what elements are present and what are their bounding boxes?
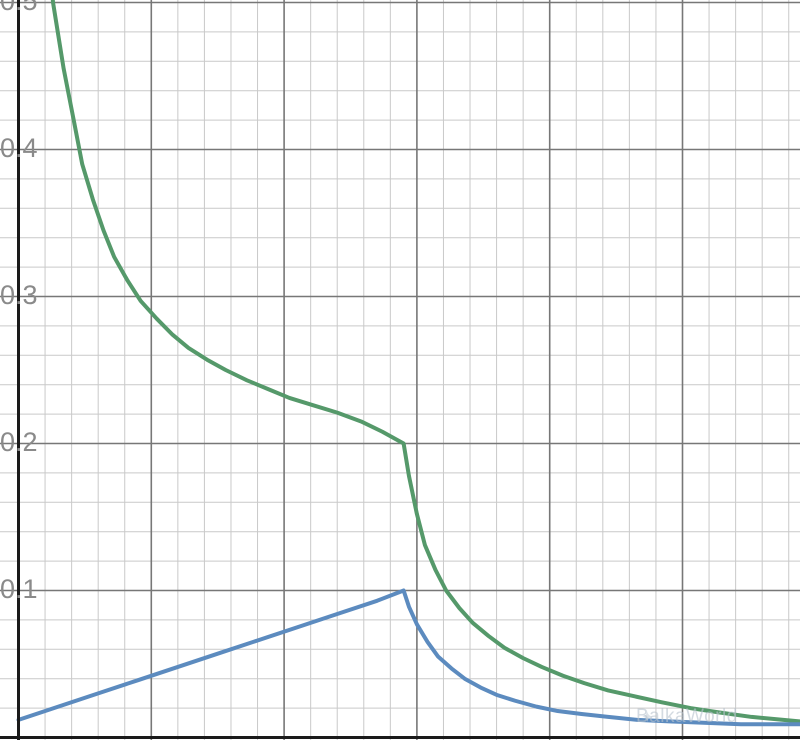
grid-minor-vertical bbox=[18, 0, 790, 740]
y-tick-label-0-4: 0.4 bbox=[0, 132, 38, 163]
y-tick-label-0-3: 0.3 bbox=[0, 279, 38, 310]
y-tick-label-0-5: 0.5 bbox=[0, 0, 38, 16]
y-tick-label-0-1: 0.1 bbox=[0, 573, 38, 604]
grid-major-horizontal bbox=[0, 1, 800, 592]
grid-major-vertical bbox=[17, 0, 684, 740]
series-layer bbox=[16, 0, 800, 727]
star-icon: ✦ bbox=[641, 709, 654, 726]
series-upper-curve bbox=[50, 0, 800, 724]
y-tick-label-0-2: 0.2 bbox=[0, 426, 38, 457]
series-lower-curve bbox=[16, 588, 800, 727]
watermark-label: BalkaWorld bbox=[636, 706, 738, 727]
